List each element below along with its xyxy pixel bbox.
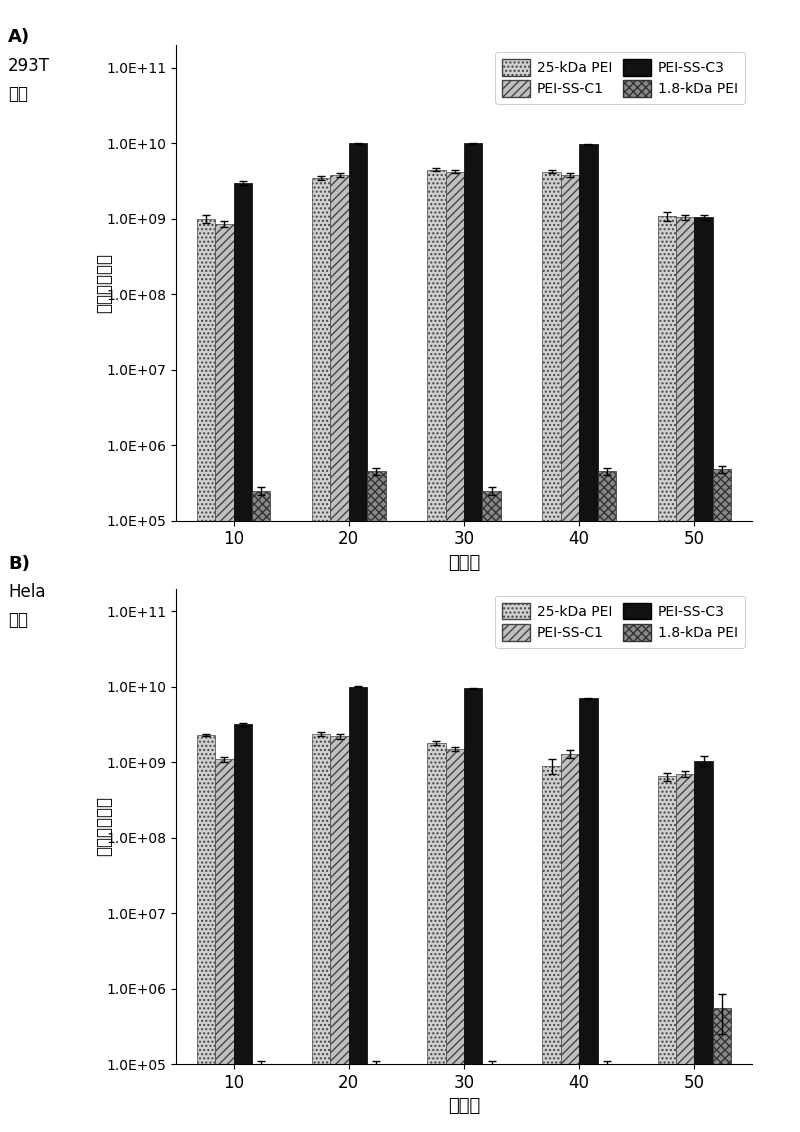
Bar <box>598 471 616 1132</box>
Bar <box>561 754 579 1132</box>
Bar <box>694 761 713 1132</box>
Bar <box>234 183 252 1132</box>
Bar <box>312 734 330 1132</box>
Bar <box>713 470 731 1132</box>
Bar <box>542 765 561 1132</box>
Bar <box>215 760 234 1132</box>
Bar <box>579 144 598 1132</box>
Bar <box>658 777 676 1132</box>
X-axis label: 氮磷比: 氮磷比 <box>448 554 480 572</box>
Text: 荧光素酶活性: 荧光素酶活性 <box>95 796 113 857</box>
Bar <box>312 178 330 1132</box>
Bar <box>234 724 252 1132</box>
Bar <box>367 1064 386 1132</box>
Text: 细胞: 细胞 <box>8 85 28 103</box>
Text: 细胞: 细胞 <box>8 611 28 629</box>
Bar <box>367 471 386 1132</box>
Bar <box>542 172 561 1132</box>
Bar <box>482 490 501 1132</box>
Legend: 25-kDa PEI, PEI-SS-C1, PEI-SS-C3, 1.8-kDa PEI: 25-kDa PEI, PEI-SS-C1, PEI-SS-C3, 1.8-kD… <box>495 52 745 104</box>
X-axis label: 氮磷比: 氮磷比 <box>448 1097 480 1115</box>
Text: 荧光素酶活性: 荧光素酶活性 <box>95 252 113 314</box>
Bar <box>427 743 446 1132</box>
Legend: 25-kDa PEI, PEI-SS-C1, PEI-SS-C3, 1.8-kDa PEI: 25-kDa PEI, PEI-SS-C1, PEI-SS-C3, 1.8-kD… <box>495 595 745 648</box>
Bar <box>252 490 270 1132</box>
Bar <box>197 735 215 1132</box>
Bar <box>561 175 579 1132</box>
Bar <box>464 688 482 1132</box>
Text: 293T: 293T <box>8 57 50 75</box>
Bar <box>464 144 482 1132</box>
Bar <box>482 1064 501 1132</box>
Bar <box>197 218 215 1132</box>
Bar <box>676 217 694 1132</box>
Bar <box>252 1064 270 1132</box>
Bar <box>676 774 694 1132</box>
Bar <box>713 1009 731 1132</box>
Bar <box>330 737 349 1132</box>
Bar <box>349 687 367 1132</box>
Text: B): B) <box>8 555 30 573</box>
Bar <box>598 1064 616 1132</box>
Bar <box>446 172 464 1132</box>
Bar <box>215 224 234 1132</box>
Bar <box>446 749 464 1132</box>
Bar <box>330 175 349 1132</box>
Bar <box>658 216 676 1132</box>
Bar <box>349 144 367 1132</box>
Text: A): A) <box>8 28 30 46</box>
Text: Hela: Hela <box>8 583 46 601</box>
Bar <box>694 217 713 1132</box>
Bar <box>579 698 598 1132</box>
Bar <box>427 170 446 1132</box>
